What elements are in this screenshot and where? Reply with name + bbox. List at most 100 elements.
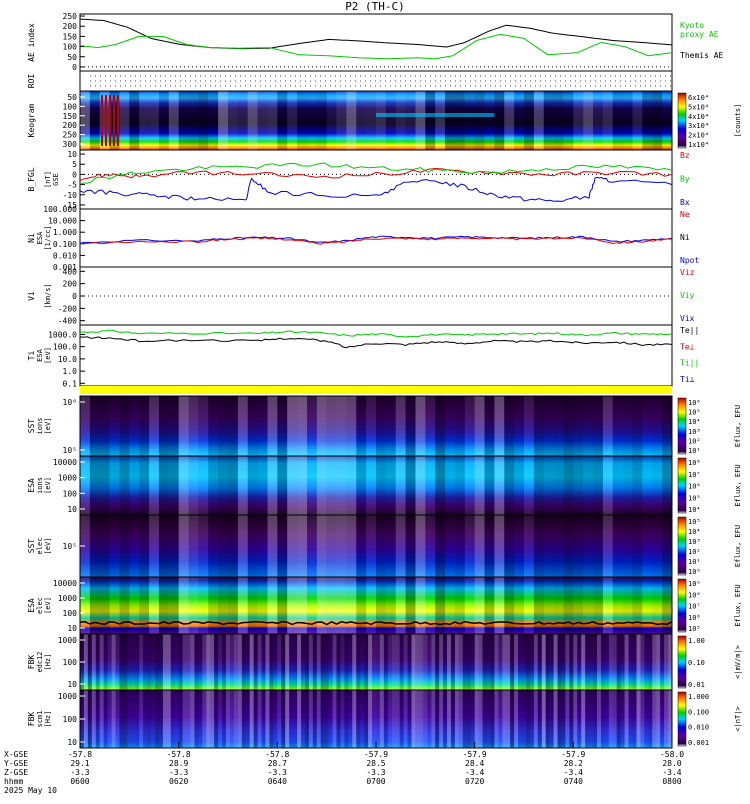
sst_ions-colorbar [677, 397, 687, 455]
fbk_b-texture-129 [589, 690, 594, 748]
fbk_e-texture-148 [664, 634, 669, 690]
fbk_b-texture-120 [553, 690, 558, 748]
ti-frame [79, 324, 673, 387]
keogram-stripe-3 [113, 95, 115, 146]
keogram-texture-32 [395, 91, 406, 150]
fbk_b-texture-146 [656, 690, 661, 748]
fbk_e-texture-31 [202, 634, 207, 690]
esa_ions-texture-25 [326, 456, 337, 515]
fbk_b-texture-98 [466, 690, 471, 748]
esa_elec-unit: [eV] [44, 597, 52, 614]
footer-tick-3-row-0: -57.9 [364, 750, 388, 759]
sst_ions-texture-32 [395, 396, 406, 456]
vi-ytick-label-0: 400 [63, 267, 78, 276]
fbk_e-texture-99 [470, 634, 475, 690]
keogram-texture-25 [326, 91, 337, 150]
sst_ions-texture-10 [178, 396, 189, 456]
esa_elec-texture-47 [543, 577, 554, 634]
esa_elec-texture-34 [415, 577, 426, 634]
esa_elec-texture-41 [484, 577, 495, 634]
fbk_b-colorbar-tick-2: 0.010 [688, 724, 709, 732]
keogram-texture-59 [662, 91, 672, 150]
ti-ytick-label-1: 100.0 [53, 343, 77, 352]
sst_ions-texture-50 [573, 396, 584, 456]
fbk_b-texture-104 [490, 690, 495, 748]
esa_elec-ytick-label-1: 1000 [58, 594, 77, 603]
esa_elec-texture-21 [287, 577, 298, 634]
fbk_e-texture-11 [123, 634, 128, 690]
sst_elec-texture-38 [454, 515, 465, 577]
fbk_e-texture-53 [289, 634, 294, 690]
fbk_e-texture-84 [411, 634, 416, 690]
keogram-texture-53 [602, 91, 613, 150]
vi-ytick-label-3: -200 [58, 304, 77, 313]
fbk_b-texture-71 [360, 690, 365, 748]
footer-tick-2-row-3: 0640 [268, 777, 287, 786]
fbk_e-texture-131 [597, 634, 601, 690]
fbk_e-texture-78 [387, 634, 392, 690]
fbk_e-texture-118 [545, 634, 550, 690]
fbk_b-texture-40 [237, 690, 242, 748]
fbk_b-texture-31 [202, 690, 207, 748]
fbk_e-texture-146 [656, 634, 661, 690]
footer-tick-0-row-3: 0600 [70, 777, 89, 786]
fbk_b-texture-47 [265, 690, 270, 748]
keogram-colorbar-tick-2: 4x10⁴ [688, 113, 709, 121]
sst_elec-texture-46 [533, 515, 544, 577]
esa_ions-texture-22 [297, 456, 307, 515]
footer-tick-0-row-2: -3.3 [70, 768, 89, 777]
fbk_b-texture-96 [458, 690, 463, 748]
fbk_e-texture-45 [257, 634, 262, 690]
vi-legend-2: Vix [680, 314, 695, 323]
keogram-texture-5 [129, 91, 140, 150]
keogram-texture-51 [583, 91, 594, 150]
bfgl-ytick-label-4: -10 [63, 191, 78, 200]
sst_elec-texture-59 [662, 515, 672, 577]
sst_ions-texture-13 [208, 396, 219, 456]
sst_ions-texture-5 [129, 396, 140, 456]
fbk_b-texture-103 [486, 690, 491, 748]
esa_elec-colorbar-label: Eflux, EFU [734, 584, 742, 626]
esa_ions-texture-50 [573, 456, 584, 515]
sst_elec-texture-24 [316, 515, 327, 577]
fbk_b-texture-49 [273, 690, 278, 748]
fbk_b-texture-93 [447, 690, 451, 748]
fbk_b-texture-100 [474, 690, 479, 748]
sst_ions-texture-36 [435, 396, 446, 456]
sst_ions-texture-53 [602, 396, 613, 456]
fbk-scm1-panel: FBK scm1 [Hz] 1000 100 10 1.000 0.100 0.010 0.001… [27, 689, 742, 749]
esa_ions-texture-49 [563, 456, 574, 515]
esa_ions-texture-3 [109, 456, 120, 515]
keogram-texture-11 [188, 91, 199, 150]
fbk_b-texture-35 [218, 690, 223, 748]
esa_ions-texture-32 [395, 456, 406, 515]
fbk_b-texture-50 [277, 690, 282, 748]
ni-panel: Ni ESA [1/cc]100.00010.0001.0000.1000.0100… [27, 205, 699, 272]
divider-band [80, 386, 672, 394]
sst_elec-texture-50 [573, 515, 584, 577]
ti-legend-0: Te|| [680, 326, 699, 335]
fbk_e-texture-36 [222, 634, 227, 690]
sst_ions-texture-43 [504, 396, 515, 456]
fbk_b-texture-52 [285, 690, 290, 748]
fbk_e-texture-144 [648, 634, 653, 690]
fbk_e-texture-25 [178, 634, 183, 690]
ti-legend-2: Ti|| [680, 359, 699, 368]
sst_ions-texture-37 [445, 396, 455, 456]
fbk_e-sublabel: edc12 [36, 651, 44, 672]
esa_ions-texture-27 [346, 456, 357, 515]
sst_ions-texture-17 [247, 396, 258, 456]
fbk_e-texture-91 [439, 634, 444, 690]
esa_elec-texture-7 [149, 577, 159, 634]
sst_ions-texture-14 [218, 396, 228, 456]
esa_elec-colorbar-tick-2: 10⁷ [688, 603, 701, 611]
sst_ions-texture-30 [376, 396, 386, 456]
fbk_b-texture-32 [206, 690, 211, 748]
sst_ions-texture-55 [622, 396, 633, 456]
keogram-texture-21 [287, 91, 298, 150]
sst_ions-texture-11 [188, 396, 199, 456]
sst_ions-spectrogram [80, 396, 672, 456]
sst_elec-texture-5 [129, 515, 140, 577]
footer-row-label-4: 2025 May 10 [4, 786, 57, 795]
